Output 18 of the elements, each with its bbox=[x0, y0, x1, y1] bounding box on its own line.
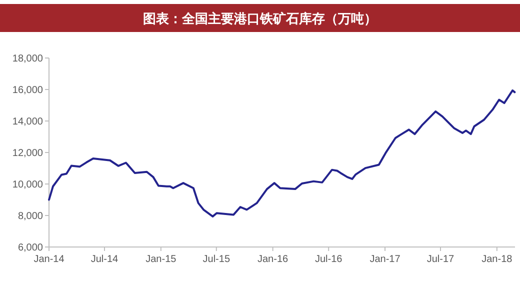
y-tick-label: 12,000 bbox=[12, 148, 44, 159]
y-tick-label: 18,000 bbox=[12, 54, 44, 64]
y-tick-label: 8,000 bbox=[18, 211, 44, 222]
x-tick-label: Jul-17 bbox=[426, 254, 455, 265]
x-tick-label: Jul-16 bbox=[314, 254, 343, 265]
y-tick-label: 10,000 bbox=[12, 180, 44, 190]
x-tick-label: Jan-18 bbox=[482, 254, 513, 265]
line-series bbox=[48, 89, 516, 218]
chart-title: 图表：全国主要港口铁矿石库存（万吨） bbox=[143, 11, 377, 27]
y-tick-label: 6,000 bbox=[18, 242, 44, 254]
x-tick-label: Jan-17 bbox=[370, 254, 401, 265]
y-tick-label: 16,000 bbox=[12, 85, 44, 96]
x-tick-label: Jan-16 bbox=[258, 254, 289, 265]
x-tick-label: Jul-15 bbox=[202, 254, 230, 265]
x-tick-label: Jul-14 bbox=[90, 254, 119, 265]
y-tick-label: 14,000 bbox=[12, 116, 44, 128]
x-tick-label: Jan-14 bbox=[34, 254, 65, 265]
x-tick-label: Jan-15 bbox=[146, 254, 177, 265]
